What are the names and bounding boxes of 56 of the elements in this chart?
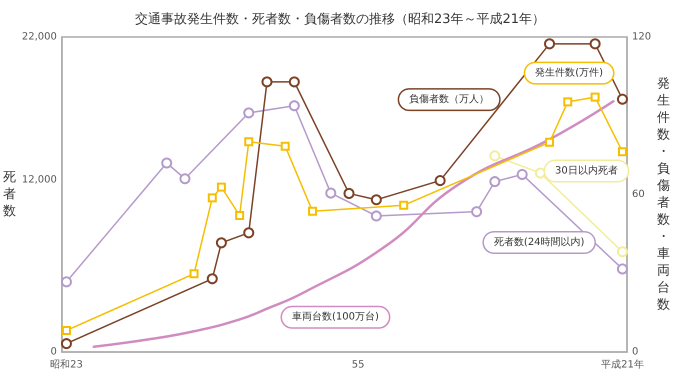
y-tick-label: 0 (50, 346, 57, 358)
point (399, 200, 408, 210)
point (280, 142, 290, 151)
point (60, 276, 72, 288)
point (243, 107, 254, 118)
point (190, 269, 199, 278)
point (288, 100, 300, 112)
point (489, 150, 500, 162)
x-tick-label: 平成21年 (601, 358, 644, 370)
point (370, 210, 382, 222)
series-label: 負傷者数（万人） (409, 93, 490, 106)
point (288, 76, 300, 88)
point (590, 92, 600, 102)
point (489, 176, 500, 188)
y-tick-label: 22,000 (22, 32, 57, 42)
point (235, 211, 244, 220)
y2-tick-label: 60 (632, 189, 645, 200)
point (344, 188, 354, 199)
point (616, 94, 628, 105)
series-label: 30日以内死者 (555, 164, 618, 177)
x-tick-label: 昭和23 (50, 358, 83, 370)
point (62, 326, 71, 335)
point (545, 138, 554, 147)
point (216, 182, 226, 192)
point (590, 38, 601, 50)
point (161, 158, 172, 168)
y2-tick-label: 0 (632, 346, 638, 358)
point (325, 188, 336, 199)
x-tick-label: 55 (352, 360, 364, 370)
point (206, 273, 218, 284)
point (208, 193, 217, 202)
point (434, 175, 446, 186)
point (616, 246, 628, 258)
chart-title: 交通事故発生件数・死者数・負傷者数の推移（昭和23年～平成21年） (134, 11, 546, 27)
y-tick-label: 12,000 (22, 174, 57, 186)
point (261, 76, 272, 88)
point (370, 194, 382, 206)
text: 発生件数・負傷者数・車両台数 (656, 76, 670, 312)
point (616, 263, 628, 274)
series-label: 死者数(24時間以内) (494, 236, 585, 248)
point (243, 227, 254, 238)
point (618, 147, 627, 156)
point (534, 168, 546, 179)
point (60, 338, 72, 350)
point (308, 206, 318, 216)
point (563, 97, 572, 106)
point (471, 206, 482, 218)
series-label: 発生件数(万件) (535, 66, 604, 79)
point (544, 38, 556, 50)
point (216, 237, 227, 248)
series-label: 車両台数(100万台) (292, 310, 380, 323)
point (244, 137, 254, 146)
y2-tick-label: 120 (632, 32, 652, 42)
point (179, 173, 190, 184)
point (516, 168, 528, 180)
y-axis-title: 死者数 (3, 170, 16, 219)
